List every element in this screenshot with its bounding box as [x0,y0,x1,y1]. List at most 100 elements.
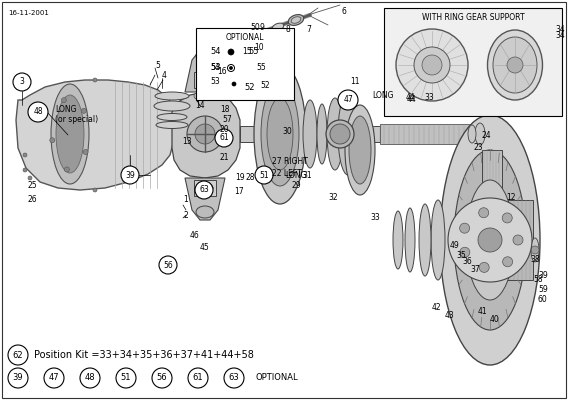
Text: 34: 34 [555,26,565,34]
Circle shape [50,138,55,143]
Circle shape [23,153,27,157]
Ellipse shape [291,17,301,23]
Circle shape [28,102,48,122]
Circle shape [215,129,233,147]
Circle shape [23,168,27,172]
Text: 28: 28 [246,174,256,182]
Text: 42: 42 [432,304,442,312]
Ellipse shape [493,37,537,93]
Text: 21: 21 [220,154,229,162]
Ellipse shape [154,101,190,111]
Circle shape [479,262,489,272]
Text: 53: 53 [210,64,220,72]
Text: 7: 7 [306,26,311,34]
Text: 49: 49 [450,240,460,250]
Text: 41: 41 [478,308,487,316]
Text: 14: 14 [195,100,204,110]
Text: 63: 63 [199,186,209,194]
Text: 26: 26 [28,196,37,204]
Bar [194,72,216,88]
Circle shape [531,246,539,254]
Text: 23: 23 [474,144,483,152]
Text: 48: 48 [33,108,43,116]
Ellipse shape [155,92,189,100]
Text: 38: 38 [530,256,540,264]
Text: 43: 43 [445,310,455,320]
Ellipse shape [465,230,471,250]
Circle shape [8,345,28,365]
Text: 60: 60 [538,296,548,304]
Text: 4: 4 [162,70,167,80]
Text: LONG: LONG [372,90,394,100]
Ellipse shape [156,122,188,128]
Text: 61: 61 [193,374,203,382]
Text: 46: 46 [190,230,200,240]
Text: 62: 62 [12,350,23,360]
Circle shape [64,167,69,172]
Circle shape [255,166,273,184]
Circle shape [414,47,450,83]
Ellipse shape [451,224,459,256]
Text: 53: 53 [210,78,220,86]
Ellipse shape [475,123,485,145]
Text: 20: 20 [220,126,229,134]
Circle shape [83,150,88,154]
Text: 48: 48 [85,374,95,382]
Ellipse shape [267,98,293,170]
Ellipse shape [272,23,284,31]
Text: 44: 44 [407,96,417,104]
Text: Position Kit =33+34+35+36+37+41+44+58: Position Kit =33+34+35+36+37+41+44+58 [34,350,254,360]
Ellipse shape [440,115,540,365]
Circle shape [8,368,28,388]
Ellipse shape [253,30,267,40]
Text: 33: 33 [370,214,380,222]
Bar [384,8,562,116]
Circle shape [479,208,488,218]
Text: 1: 1 [183,196,188,204]
Ellipse shape [531,238,539,262]
Text: 50: 50 [250,24,260,32]
Text: 3: 3 [19,78,24,86]
Text: 57: 57 [222,116,232,124]
Bar [380,124,500,144]
Ellipse shape [468,125,476,143]
Circle shape [338,90,358,110]
Ellipse shape [254,64,306,204]
Text: 58: 58 [533,276,542,284]
Circle shape [448,198,532,282]
Ellipse shape [458,226,466,254]
Text: 55: 55 [256,64,266,72]
Text: 9: 9 [260,24,265,32]
Text: 31: 31 [302,170,312,180]
Ellipse shape [393,211,403,269]
Text: 35: 35 [456,250,466,260]
Circle shape [229,66,232,70]
Bar [482,150,502,196]
Text: 47: 47 [343,96,353,104]
Bar [196,28,294,100]
Text: 47: 47 [49,374,59,382]
Circle shape [194,93,200,99]
Ellipse shape [405,208,415,272]
Circle shape [228,49,234,55]
Text: 39: 39 [125,170,135,180]
Text: 59: 59 [538,286,548,294]
Text: OPTIONAL: OPTIONAL [225,34,264,42]
Text: 18: 18 [220,106,229,114]
Ellipse shape [454,150,526,330]
Text: 40: 40 [490,316,500,324]
Text: 63: 63 [229,374,239,382]
Text: 56: 56 [163,260,173,270]
Circle shape [28,176,32,180]
Ellipse shape [51,84,89,184]
Text: 27 RIGHT: 27 RIGHT [272,158,308,166]
Text: 29: 29 [292,180,302,190]
Text: 5: 5 [155,60,160,70]
Text: 52: 52 [260,80,270,90]
Ellipse shape [327,98,343,170]
Circle shape [396,29,468,101]
Bar [240,126,440,142]
Text: OPTIONAL: OPTIONAL [256,374,299,382]
Text: 2: 2 [183,212,188,220]
Ellipse shape [56,95,84,173]
